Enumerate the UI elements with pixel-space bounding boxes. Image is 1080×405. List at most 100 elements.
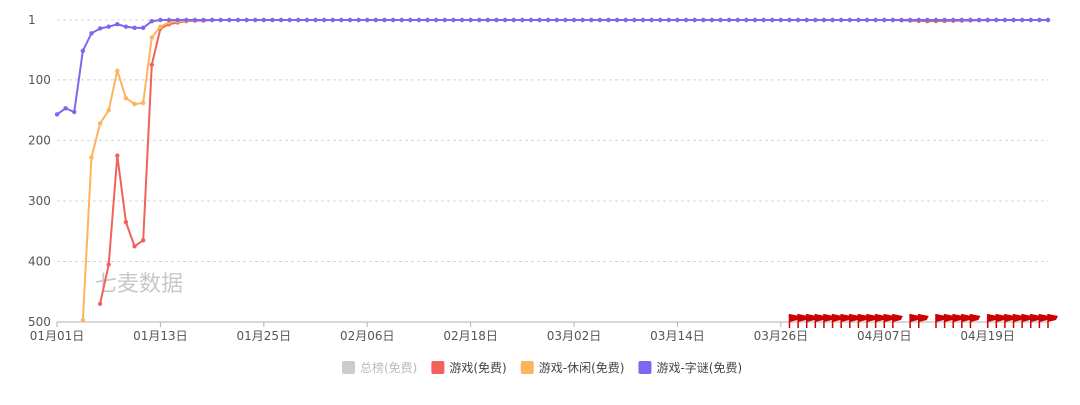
data-point[interactable] bbox=[563, 17, 568, 23]
data-point[interactable] bbox=[959, 17, 965, 23]
data-point[interactable] bbox=[1011, 17, 1016, 23]
data-point[interactable] bbox=[580, 17, 585, 23]
event-flag[interactable] bbox=[849, 314, 860, 328]
data-point[interactable] bbox=[485, 17, 491, 23]
data-point[interactable] bbox=[433, 17, 439, 23]
data-point[interactable] bbox=[140, 100, 146, 106]
data-point[interactable] bbox=[140, 238, 146, 243]
data-point[interactable] bbox=[209, 17, 215, 23]
data-point[interactable] bbox=[571, 17, 577, 23]
data-point[interactable] bbox=[718, 17, 723, 23]
data-point[interactable] bbox=[916, 17, 921, 23]
event-flag[interactable] bbox=[788, 314, 800, 328]
data-point[interactable] bbox=[683, 17, 689, 23]
data-point[interactable] bbox=[494, 17, 499, 23]
data-point[interactable] bbox=[330, 17, 335, 23]
data-point[interactable] bbox=[640, 17, 646, 23]
data-point[interactable] bbox=[390, 17, 396, 23]
data-point[interactable] bbox=[726, 17, 732, 23]
event-flag[interactable] bbox=[883, 314, 895, 328]
data-point[interactable] bbox=[97, 26, 103, 31]
data-point[interactable] bbox=[80, 48, 86, 54]
data-point[interactable] bbox=[123, 95, 129, 101]
data-point[interactable] bbox=[425, 17, 430, 23]
data-point[interactable] bbox=[115, 68, 120, 74]
data-point[interactable] bbox=[890, 17, 896, 23]
event-flag[interactable] bbox=[909, 314, 921, 328]
event-flag[interactable] bbox=[831, 314, 843, 328]
data-point[interactable] bbox=[537, 17, 542, 23]
data-point[interactable] bbox=[649, 17, 654, 23]
data-point[interactable] bbox=[218, 17, 223, 23]
data-point[interactable] bbox=[761, 17, 766, 23]
event-flag[interactable] bbox=[805, 314, 817, 328]
data-point[interactable] bbox=[692, 17, 697, 23]
data-point[interactable] bbox=[528, 17, 534, 23]
data-point[interactable] bbox=[701, 17, 706, 23]
data-point[interactable] bbox=[373, 17, 379, 23]
data-point[interactable] bbox=[451, 17, 456, 23]
data-point[interactable] bbox=[149, 19, 154, 24]
data-point[interactable] bbox=[442, 17, 447, 23]
event-flag[interactable] bbox=[961, 314, 972, 328]
data-point[interactable] bbox=[477, 17, 482, 23]
data-point[interactable] bbox=[770, 17, 775, 23]
data-point[interactable] bbox=[80, 317, 86, 323]
data-point[interactable] bbox=[632, 17, 637, 23]
data-point[interactable] bbox=[1045, 17, 1051, 23]
data-point[interactable] bbox=[296, 17, 301, 23]
data-point[interactable] bbox=[735, 17, 740, 23]
event-flag[interactable] bbox=[952, 314, 964, 328]
data-point[interactable] bbox=[184, 17, 189, 23]
data-point[interactable] bbox=[994, 17, 999, 23]
data-point[interactable] bbox=[752, 17, 758, 23]
data-point[interactable] bbox=[287, 17, 292, 23]
data-point[interactable] bbox=[399, 17, 404, 23]
data-point[interactable] bbox=[382, 17, 387, 23]
data-point[interactable] bbox=[795, 17, 801, 23]
data-point[interactable] bbox=[623, 17, 628, 23]
data-point[interactable] bbox=[89, 155, 94, 160]
event-flag[interactable] bbox=[840, 314, 852, 328]
data-point[interactable] bbox=[606, 17, 611, 23]
data-point[interactable] bbox=[942, 17, 947, 23]
data-point[interactable] bbox=[985, 17, 990, 23]
data-point[interactable] bbox=[976, 17, 982, 23]
data-point[interactable] bbox=[270, 17, 275, 23]
data-point[interactable] bbox=[1019, 17, 1025, 23]
data-point[interactable] bbox=[821, 17, 827, 23]
data-point[interactable] bbox=[847, 17, 852, 23]
legend-item[interactable]: 游戏-休闲(免费) bbox=[520, 360, 625, 375]
data-point[interactable] bbox=[106, 107, 111, 113]
data-point[interactable] bbox=[54, 112, 60, 117]
data-point[interactable] bbox=[347, 17, 353, 23]
event-flag[interactable] bbox=[1021, 314, 1033, 328]
data-point[interactable] bbox=[925, 17, 930, 23]
data-point[interactable] bbox=[235, 17, 241, 23]
data-point[interactable] bbox=[744, 17, 749, 23]
data-point[interactable] bbox=[321, 17, 327, 23]
data-point[interactable] bbox=[709, 17, 715, 23]
data-point[interactable] bbox=[545, 17, 551, 23]
data-point[interactable] bbox=[339, 17, 344, 23]
data-point[interactable] bbox=[261, 17, 267, 23]
data-point[interactable] bbox=[830, 17, 835, 23]
event-flag[interactable] bbox=[797, 314, 809, 328]
data-point[interactable] bbox=[313, 17, 318, 23]
data-point[interactable] bbox=[132, 101, 137, 107]
data-point[interactable] bbox=[253, 17, 258, 23]
data-point[interactable] bbox=[951, 17, 956, 23]
event-flag[interactable] bbox=[917, 314, 929, 328]
event-flag[interactable] bbox=[823, 314, 834, 328]
data-point[interactable] bbox=[968, 17, 973, 23]
data-point[interactable] bbox=[933, 17, 939, 23]
data-point[interactable] bbox=[365, 17, 370, 23]
data-point[interactable] bbox=[675, 17, 680, 23]
legend-item[interactable]: 总榜(免费) bbox=[342, 360, 417, 375]
data-point[interactable] bbox=[123, 219, 129, 225]
data-point[interactable] bbox=[123, 24, 129, 29]
data-point[interactable] bbox=[201, 17, 206, 23]
event-flag[interactable] bbox=[986, 314, 998, 328]
data-point[interactable] bbox=[813, 17, 818, 23]
data-point[interactable] bbox=[72, 109, 77, 115]
